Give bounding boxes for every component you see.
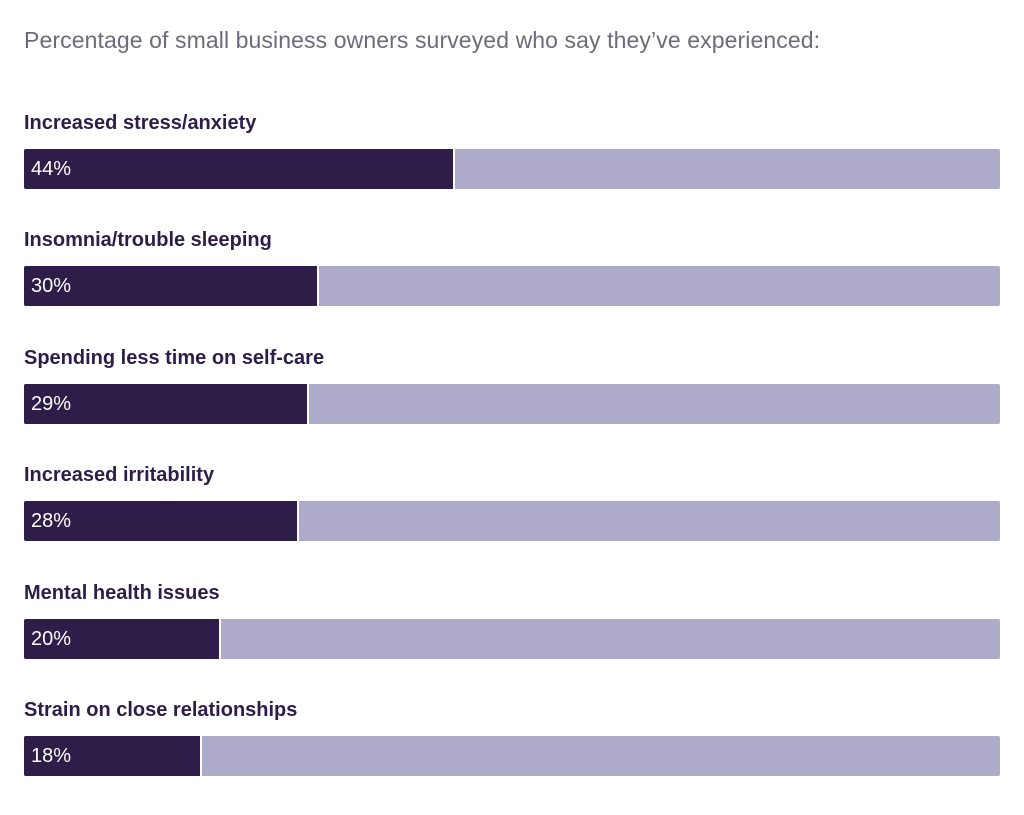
bar-row-spending-less-time-on-self-care: Spending less time on self-care 29% — [24, 347, 1000, 427]
bar-track: 30% — [24, 266, 1000, 307]
bar-track: 18% — [24, 736, 1000, 776]
data-label: 18% — [31, 745, 72, 767]
bar-fill — [24, 501, 299, 542]
data-label: 28% — [31, 510, 72, 533]
bar-row-increased-stress-anxiety: Increased stress/anxiety 44% — [24, 112, 1000, 192]
bar-row-insomnia-trouble-sleeping: Insomnia/trouble sleeping 30% — [24, 229, 1000, 309]
bar-fill — [24, 618, 221, 659]
bar-row-strain-on-close-relationships: Strain on close relationships 18% — [24, 699, 1000, 779]
bar-row-increased-irritability: Increased irritability 28% — [24, 464, 1000, 544]
data-label: 29% — [31, 392, 72, 415]
category-label: Mental health issues — [24, 581, 220, 604]
bar-row-mental-health-issues: Mental health issues 20% — [24, 582, 1000, 662]
chart-title: Percentage of small business owners surv… — [24, 27, 821, 53]
category-label: Insomnia/trouble sleeping — [24, 229, 272, 252]
bar-track: 20% — [24, 618, 1000, 659]
category-label: Increased irritability — [24, 464, 215, 487]
data-label: 44% — [31, 158, 72, 180]
bar-fill — [24, 266, 319, 307]
bar-track: 29% — [24, 383, 1000, 424]
category-label: Spending less time on self-care — [24, 346, 325, 369]
bar-track: 28% — [24, 501, 1000, 542]
bar-track: 44% — [24, 149, 1000, 189]
bar-fill — [24, 149, 455, 189]
data-label: 30% — [31, 275, 72, 298]
data-label: 20% — [31, 627, 72, 650]
category-label: Strain on close relationships — [24, 699, 298, 721]
bar-fill — [24, 736, 202, 776]
category-label: Increased stress/anxiety — [24, 112, 257, 134]
bar-fill — [24, 383, 309, 424]
